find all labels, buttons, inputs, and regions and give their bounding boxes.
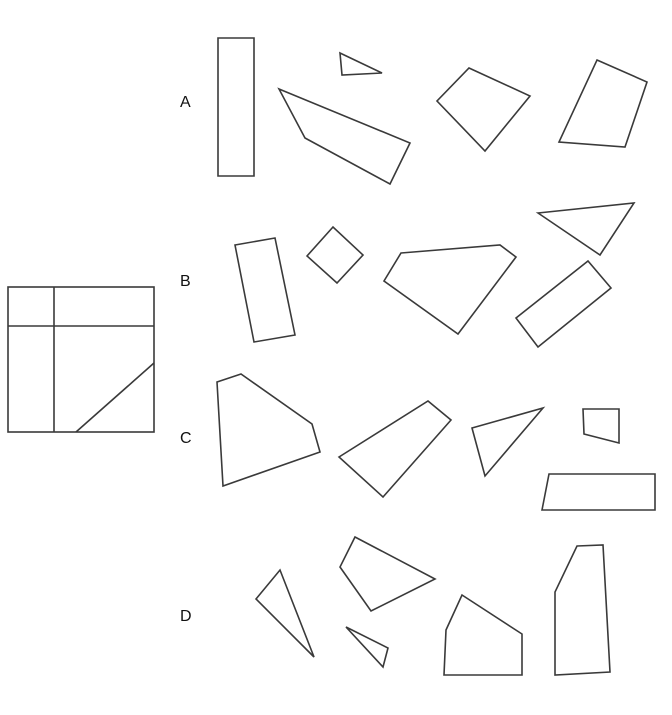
reference-diagonal-cut — [75, 362, 155, 433]
option-c-piece-small-quadrilateral — [582, 408, 620, 445]
option-b-piece-rectangle — [234, 237, 296, 343]
option-b-pieces[interactable] — [234, 202, 636, 349]
option-d-piece-quadrilateral — [339, 535, 437, 613]
option-c-piece-long-trapezoid — [541, 473, 656, 511]
option-a-piece-trapezoid — [557, 58, 648, 148]
option-c-piece-pentagon — [216, 373, 321, 488]
option-label-c: C — [180, 430, 192, 447]
option-d-piece-tall-pentagon — [554, 544, 611, 676]
option-d-pieces[interactable] — [254, 535, 611, 676]
option-label-d: D — [180, 608, 192, 625]
option-b-piece-small-square — [305, 225, 365, 285]
option-label-b: B — [180, 273, 191, 290]
reference-square-outline — [7, 286, 155, 433]
option-c-piece-trapezoid — [337, 400, 453, 499]
option-b-piece-triangle — [535, 202, 636, 257]
option-d-piece-small-triangle — [345, 626, 389, 669]
option-a-piece-small-triangle — [339, 51, 383, 76]
option-c-pieces[interactable] — [216, 373, 656, 511]
option-a-piece-long-pentagon — [277, 87, 412, 186]
option-label-a: A — [180, 94, 191, 111]
reference-figure — [7, 286, 155, 433]
option-a-piece-tall-rectangle — [217, 37, 255, 177]
option-d-piece-pentagon — [443, 593, 523, 676]
option-d-piece-tall-triangle — [254, 568, 315, 658]
option-b-piece-pentagon — [382, 244, 518, 336]
option-a-piece-quadrilateral — [435, 67, 532, 153]
option-a-pieces[interactable] — [217, 37, 648, 186]
option-c-piece-triangle — [471, 406, 546, 478]
option-b-piece-slanted-rectangle — [514, 259, 613, 349]
